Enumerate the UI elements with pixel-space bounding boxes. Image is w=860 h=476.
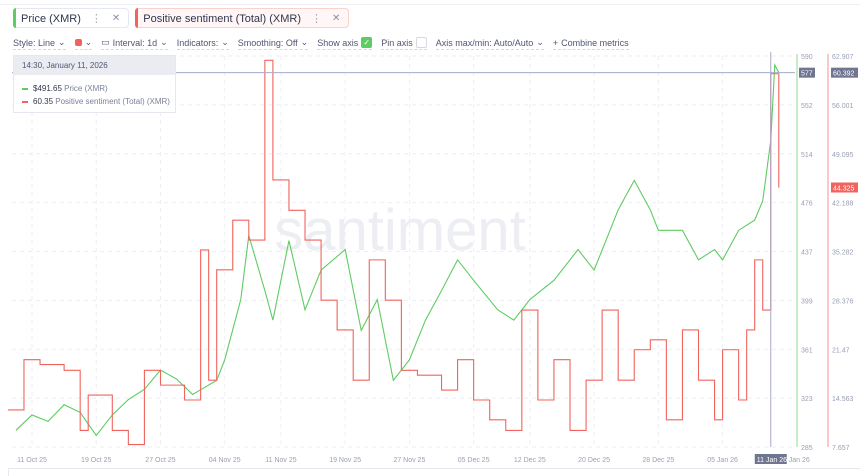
chevron-down-icon: ⌄ bbox=[160, 37, 168, 47]
checkbox-unchecked-icon[interactable] bbox=[415, 37, 427, 48]
chevron-down-icon: ⌄ bbox=[84, 37, 93, 47]
tooltip-value: $491.65 bbox=[33, 84, 62, 93]
y-tick-label: 590 bbox=[801, 54, 813, 61]
sentiment-last-value-label-bg bbox=[831, 182, 858, 193]
tab-color-bar bbox=[13, 8, 16, 28]
range-navigator[interactable] bbox=[8, 468, 860, 476]
interval-label: Interval: 1d bbox=[112, 37, 158, 48]
y-tick-label: 323 bbox=[801, 396, 813, 403]
y-tick-label: 7.657 bbox=[832, 445, 850, 452]
close-icon[interactable]: ✕ bbox=[332, 13, 341, 24]
axis-minmax-label: Axis max/min: Auto/Auto bbox=[435, 37, 534, 48]
tooltip-value: 60.35 bbox=[33, 97, 54, 106]
x-tick-label: Jan 26 bbox=[789, 457, 810, 464]
tab-price[interactable]: Price (XMR) ⋮ ✕ bbox=[13, 8, 130, 28]
tooltip-label: Positive sentiment (Total) (XMR) bbox=[55, 97, 170, 106]
axis-minmax-dropdown[interactable]: Axis max/min: Auto/Auto ⌄ bbox=[435, 37, 544, 50]
style-dropdown[interactable]: Style: Line ⌄ bbox=[13, 37, 66, 50]
x-tick-label: 11 Oct 25 bbox=[17, 457, 47, 464]
color-swatch bbox=[74, 39, 82, 46]
style-label: Style: Line bbox=[13, 37, 56, 48]
legend-dash bbox=[22, 87, 28, 90]
crosshair-date-label-bg bbox=[754, 454, 787, 464]
y-tick-label: 552 bbox=[801, 103, 813, 110]
tooltip-row-sentiment: 60.35 Positive sentiment (Total) (XMR) bbox=[14, 96, 175, 107]
pin-axis-label: Pin axis bbox=[381, 37, 413, 48]
y-tick-label: 285 bbox=[801, 445, 813, 452]
y-tick-label: 35.282 bbox=[832, 250, 854, 257]
show-axis-toggle[interactable]: Show axis ✓ bbox=[317, 37, 373, 50]
price-crosshair-label-bg bbox=[799, 67, 815, 78]
tooltip-time: 14:30, January 11, 2026 bbox=[14, 56, 175, 75]
y-tick-label: 21.47 bbox=[832, 347, 850, 354]
metric-tabs: Price (XMR) ⋮ ✕ Positive sentiment (Tota… bbox=[13, 8, 350, 28]
watermark: santiment bbox=[274, 198, 525, 263]
show-axis-label: Show axis bbox=[317, 37, 359, 48]
tab-label: Price (XMR) bbox=[21, 13, 81, 25]
more-vertical-icon[interactable]: ⋮ bbox=[90, 13, 102, 25]
color-dropdown[interactable]: ⌄ bbox=[74, 37, 93, 50]
top-divider bbox=[0, 0, 860, 5]
tooltip-label: Price (XMR) bbox=[64, 84, 108, 93]
interval-dropdown[interactable]: ▭ Interval: 1d ⌄ bbox=[101, 37, 168, 50]
sentiment-crosshair-label: 60.392 bbox=[833, 71, 855, 78]
legend-dash bbox=[22, 100, 28, 103]
sentiment-crosshair-label-bg bbox=[831, 67, 858, 78]
x-tick-label: 12 Dec 25 bbox=[514, 457, 546, 464]
combine-label: Combine metrics bbox=[561, 37, 629, 48]
x-tick-label: 27 Oct 25 bbox=[145, 457, 175, 464]
chevron-down-icon: ⌄ bbox=[58, 37, 66, 47]
chevron-down-icon: ⌄ bbox=[536, 37, 544, 47]
sentiment-last-value-label: 44.325 bbox=[833, 186, 855, 193]
tab-color-bar bbox=[135, 8, 139, 28]
chart-toolbar: Style: Line ⌄ ⌄ ▭ Interval: 1d ⌄ Indicators… bbox=[13, 37, 629, 50]
chart-tooltip: 14:30, January 11, 2026 $491.65 Price (X… bbox=[13, 55, 176, 113]
x-tick-label: 20 Dec 25 bbox=[578, 457, 610, 464]
smoothing-label: Smoothing: Off bbox=[237, 37, 298, 48]
x-tick-label: 11 Nov 25 bbox=[265, 457, 296, 464]
sentiment-line bbox=[7, 59, 780, 446]
chevron-down-icon: ⌄ bbox=[300, 37, 309, 47]
y-tick-label: 56.001 bbox=[832, 103, 854, 110]
y-tick-label: 28.376 bbox=[832, 298, 854, 305]
x-tick-label: 05 Jan 26 bbox=[707, 457, 738, 464]
combine-metrics-button[interactable]: + Combine metrics bbox=[552, 37, 629, 50]
indicators-dropdown[interactable]: Indicators: ⌄ bbox=[176, 37, 229, 50]
y-tick-label: 14.563 bbox=[832, 396, 854, 403]
plus-icon: + bbox=[552, 37, 559, 48]
close-icon[interactable]: ✕ bbox=[111, 13, 121, 24]
y-tick-label: 361 bbox=[801, 347, 813, 354]
x-tick-label: 04 Nov 25 bbox=[209, 457, 241, 464]
x-tick-label: 19 Oct 25 bbox=[81, 457, 111, 464]
crosshair-date-label: 11 Jan 26 bbox=[757, 457, 787, 464]
y-tick-label: 514 bbox=[801, 152, 813, 159]
tooltip-row-price: $491.65 Price (XMR) bbox=[14, 83, 175, 94]
y-tick-label: 399 bbox=[801, 298, 813, 305]
y-tick-label: 49.095 bbox=[832, 152, 854, 159]
y-tick-label: 62.907 bbox=[832, 54, 854, 61]
x-tick-label: 27 Nov 25 bbox=[393, 457, 425, 464]
calendar-icon: ▭ bbox=[101, 37, 110, 47]
chevron-down-icon: ⌄ bbox=[221, 37, 229, 47]
more-vertical-icon[interactable]: ⋮ bbox=[311, 13, 322, 25]
tab-positive-sentiment[interactable]: Positive sentiment (Total) (XMR) ⋮ ✕ bbox=[135, 8, 350, 28]
y-tick-label: 476 bbox=[801, 201, 813, 208]
x-tick-label: 05 Dec 25 bbox=[458, 457, 490, 464]
y-tick-label: 437 bbox=[801, 250, 813, 257]
price-crosshair-label: 577 bbox=[801, 71, 813, 78]
x-tick-label: 19 Nov 25 bbox=[329, 457, 361, 464]
y-tick-label: 42.188 bbox=[832, 201, 854, 208]
x-tick-label: 28 Dec 25 bbox=[642, 457, 674, 464]
indicators-label: Indicators: bbox=[176, 37, 219, 48]
pin-axis-toggle[interactable]: Pin axis bbox=[381, 37, 427, 50]
smoothing-dropdown[interactable]: Smoothing: Off ⌄ bbox=[237, 37, 309, 50]
tab-label: Positive sentiment (Total) (XMR) bbox=[143, 13, 301, 25]
checkbox-checked-icon[interactable]: ✓ bbox=[361, 37, 373, 48]
